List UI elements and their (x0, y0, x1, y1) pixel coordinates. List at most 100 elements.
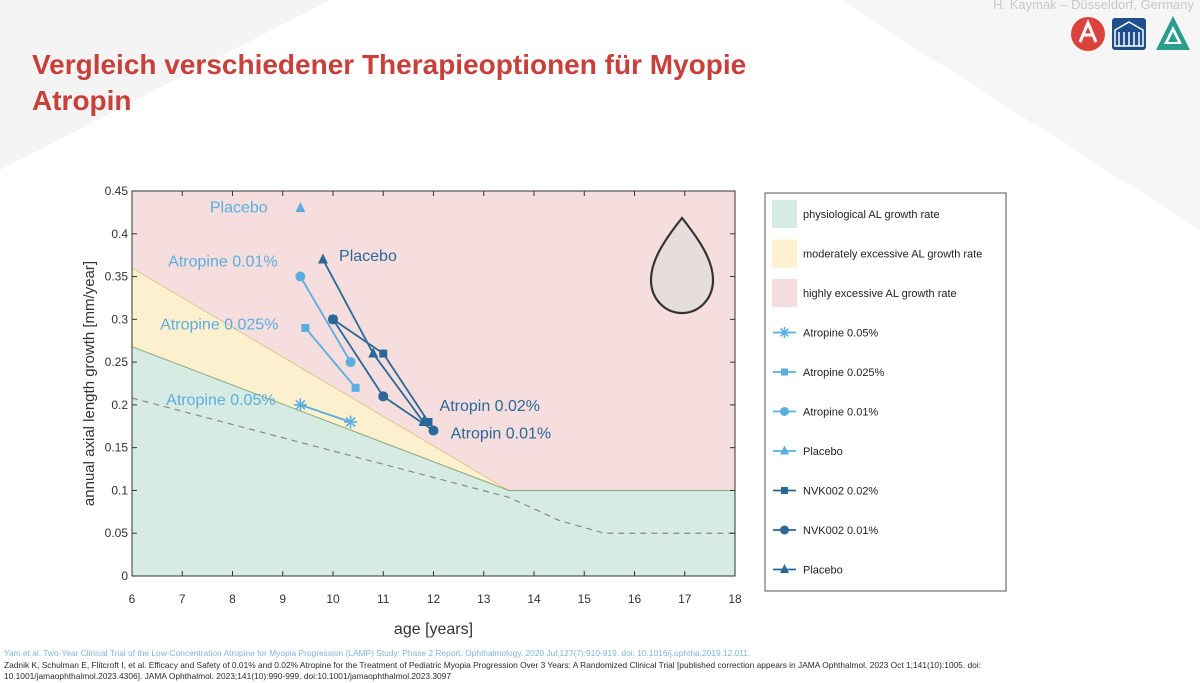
legend-marker (780, 564, 789, 573)
data-point (293, 398, 307, 412)
x-tick-label: 8 (229, 592, 236, 606)
x-tick-label: 15 (578, 592, 592, 606)
x-tick-label: 16 (628, 592, 642, 606)
y-tick-label: 0.15 (105, 441, 129, 455)
legend-marker (779, 327, 790, 338)
teal-triangle-logo-icon (1156, 16, 1190, 50)
legend-item: NVK002 0.02% (773, 486, 878, 498)
series-1 (301, 323, 360, 392)
references: Yam et al. Two-Year Clinical Trial of th… (4, 648, 1196, 683)
x-tick-label: 9 (279, 592, 286, 606)
legend-swatch (772, 279, 797, 307)
legend-item: Atropine 0.01% (773, 407, 878, 419)
legend-swatch (772, 239, 797, 268)
chart-annotations: Placebo Atropine 0.01% Atropine 0.025% Atro… (160, 199, 551, 442)
y-tick-label: 0.05 (105, 526, 129, 540)
drop-icon (649, 216, 715, 315)
annotation-label: Atropine 0.025% (160, 317, 278, 334)
legend-item: Placebo (773, 564, 843, 577)
legend-marker (780, 445, 789, 455)
x-tick-label: 6 (129, 592, 136, 606)
legend-marker (780, 407, 789, 416)
x-tick-label: 11 (377, 592, 390, 606)
asterisk-stroke (780, 328, 789, 337)
annotation-label: Placebo (339, 248, 397, 265)
reference-zadnik: Zadnik K, Schulman E, Flitcroft I, et al… (4, 659, 981, 670)
data-point (351, 383, 360, 392)
legend-label: Atropine 0.05% (803, 328, 878, 340)
y-tick-label: 0.4 (111, 227, 128, 241)
data-point (295, 271, 306, 282)
legend-marker (781, 368, 788, 376)
y-tick-label: 0.25 (105, 355, 129, 369)
asterisk-stroke (295, 399, 306, 411)
data-point (418, 416, 429, 426)
data-point (345, 357, 356, 368)
legend-label: NVK002 0.01% (803, 525, 878, 537)
series-lines (293, 202, 439, 436)
data-point (344, 415, 358, 429)
annotation-label: Atropin 0.01% (451, 425, 552, 442)
data-point (424, 418, 433, 426)
annotation-label: Atropin 0.02% (440, 398, 541, 415)
annotation-label: Atropine 0.01% (168, 253, 277, 270)
legend-label: Placebo (803, 446, 843, 458)
legend-item: moderately excessive AL growth rate (772, 239, 982, 268)
x-tick-label: 14 (527, 592, 541, 606)
legend-label: NVK002 0.02% (803, 486, 878, 498)
series-6 (317, 253, 429, 426)
series-3 (295, 202, 306, 213)
x-tick-label: 7 (179, 592, 186, 606)
x-tick-label: 18 (728, 592, 742, 606)
chart-legend: physiological AL growth rate moderately e… (764, 192, 1007, 592)
annotation-label: Placebo (210, 199, 268, 216)
legend-item: Placebo (773, 445, 843, 458)
data-point (379, 349, 388, 358)
red-circle-logo-icon (1071, 17, 1105, 51)
legend-label: Atropine 0.01% (803, 407, 878, 419)
axes: 6 7 8 9 10 11 12 13 14 15 16 17 18 0 0.05 0.1 0.15 0.2 0.2… (81, 184, 742, 638)
author-watermark: H. Kaymak – Düsseldorf, Germany (993, 0, 1194, 12)
legend-item: Atropine 0.05% (773, 327, 878, 340)
legend-swatch (772, 200, 797, 228)
asterisk-stroke (345, 416, 356, 428)
x-axis-label: age [years] (394, 621, 473, 638)
legend-item: NVK002 0.01% (773, 525, 878, 537)
legend-item: highly excessive AL growth rate (772, 279, 957, 307)
x-tick-label: 13 (477, 592, 491, 606)
x-tick-label: 10 (326, 592, 340, 606)
reference-dashed-line (131, 397, 735, 534)
reference-lamp: Yam et al. Two-Year Clinical Trial of th… (4, 648, 751, 658)
data-point (317, 253, 328, 264)
x-tick-label: 17 (678, 592, 692, 606)
series-5 (328, 314, 439, 436)
legend-label: moderately excessive AL growth rate (803, 249, 982, 261)
legend-label: highly excessive AL growth rate (803, 288, 957, 300)
legend-label: Atropine 0.025% (803, 367, 885, 379)
series-line (304, 327, 357, 389)
data-point (301, 323, 310, 332)
x-tick-label: 12 (427, 592, 441, 606)
growth-rate-zones (131, 191, 735, 577)
legend-label: physiological AL growth rate (803, 209, 940, 221)
legend-box (764, 192, 1007, 592)
slide-subtitle: Atropin (32, 85, 132, 116)
legend-marker (781, 487, 788, 494)
legend-item: physiological AL growth rate (772, 200, 940, 228)
y-tick-label: 0.45 (105, 184, 129, 198)
y-axis-label: annual axial length growth [mm/year] (81, 261, 98, 506)
institution-logos (1071, 16, 1190, 51)
zone-physiological (132, 346, 735, 576)
slide-title: Vergleich verschiedener Therapieoptionen… (32, 49, 747, 80)
y-tick-label: 0.2 (111, 398, 128, 412)
physiological-boundary-line (131, 346, 735, 491)
y-tick-label: 0.1 (111, 483, 128, 497)
data-point (328, 314, 338, 325)
data-point (428, 425, 439, 436)
annotation-label: Atropine 0.05% (166, 392, 275, 409)
legend-label: Placebo (803, 565, 843, 577)
series-2 (295, 271, 356, 368)
legend-marker (780, 525, 789, 535)
y-tick-label: 0.3 (111, 312, 128, 326)
